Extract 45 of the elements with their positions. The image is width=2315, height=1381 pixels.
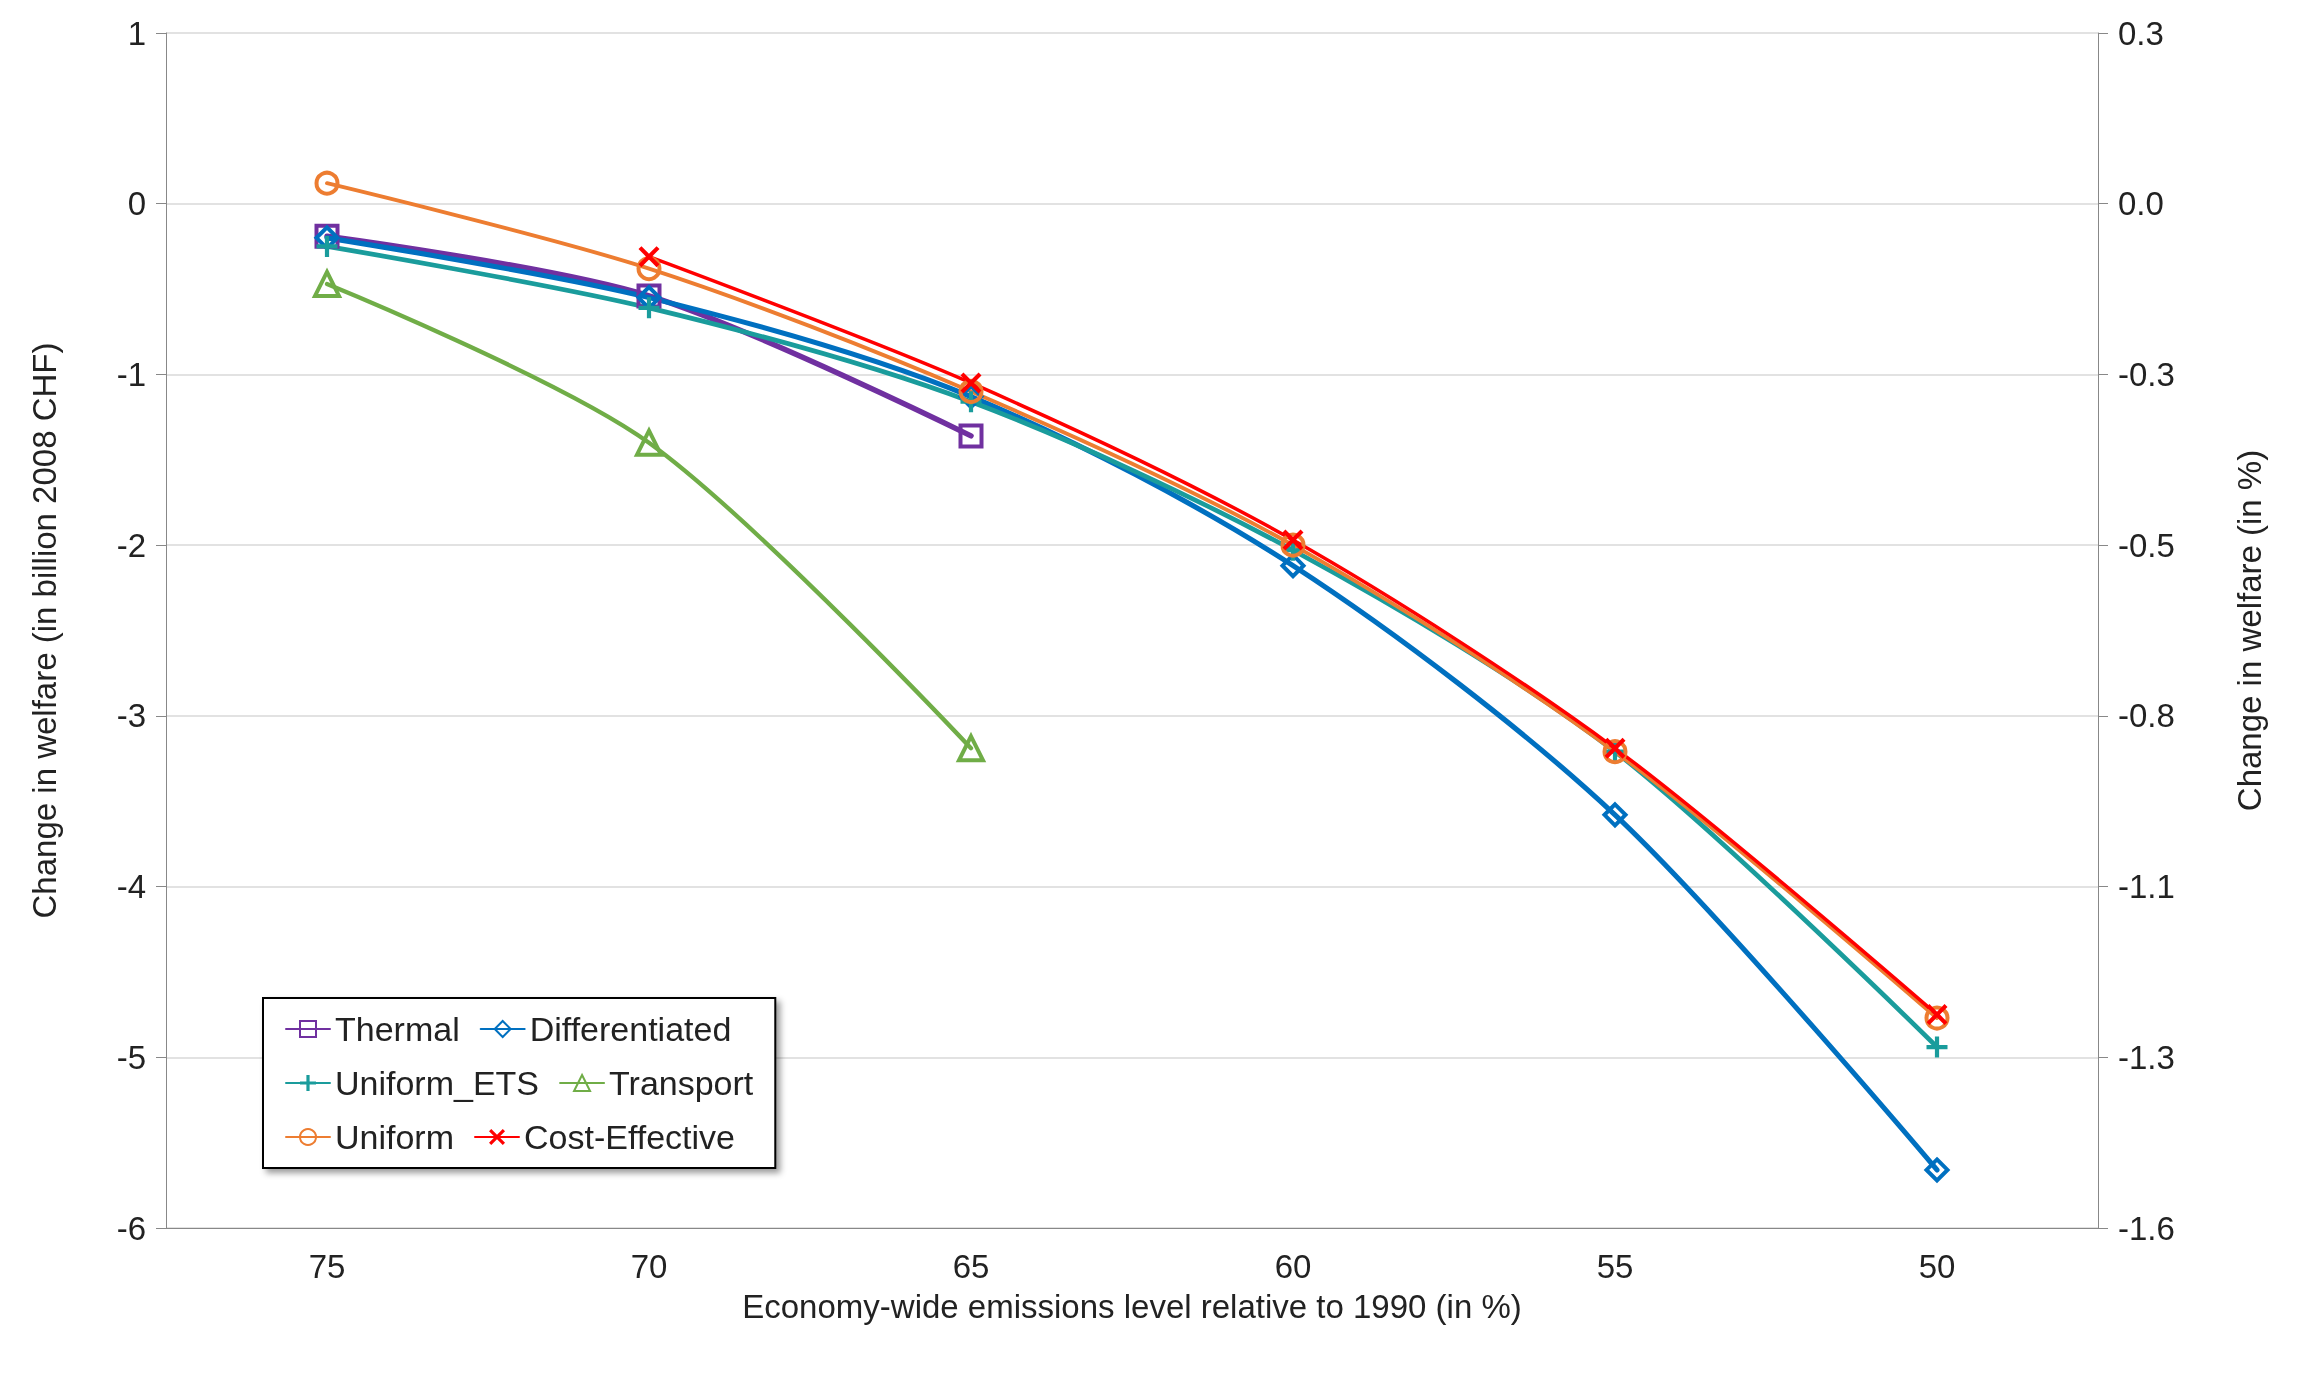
y-tick-label: -5 [116, 1038, 146, 1076]
x-tick-label: 50 [1918, 1248, 1956, 1285]
point [638, 297, 660, 319]
x-tick-label: 70 [630, 1248, 668, 1285]
y2-tick-label: -0.8 [2118, 697, 2175, 735]
y2-axis-title: Change in welfare (in %) [2231, 449, 2268, 812]
y2-tick-label: -1.6 [2118, 1209, 2175, 1247]
y2-tick-label: -0.5 [2118, 526, 2175, 564]
point [958, 423, 984, 449]
x-tick-label: 75 [308, 1248, 346, 1285]
point [1924, 1157, 1950, 1183]
y2-tick-label: -1.1 [2118, 868, 2175, 906]
point [1280, 532, 1306, 558]
y2-tick-label: 0.3 [2118, 14, 2164, 52]
y2-tick-label: -0.3 [2118, 355, 2175, 393]
point [1602, 802, 1628, 828]
point [636, 256, 662, 282]
y-axis-title: Change in welfare (in billion 2008 CHF) [26, 342, 63, 919]
x-tick-label: 65 [952, 1248, 990, 1285]
x-tick-label: 55 [1596, 1248, 1634, 1285]
y-tick-label: 0 [127, 185, 146, 223]
point [314, 170, 340, 196]
y-tick-label: -2 [116, 526, 146, 564]
y-tick-label: 1 [127, 14, 146, 52]
y-tick-label: -1 [116, 355, 146, 393]
point [633, 426, 664, 457]
legend-label: Differentiated [529, 1010, 732, 1048]
legend-label: Transport [609, 1064, 754, 1102]
y-tick-label: -6 [116, 1209, 146, 1247]
y-tick-label: -3 [116, 697, 146, 735]
y2-tick-label: 0.0 [2118, 185, 2164, 223]
legend-label: Cost-Effective [524, 1118, 736, 1156]
point [311, 267, 343, 298]
point [1926, 1004, 1948, 1026]
point [1926, 1036, 1948, 1058]
legend-label: Thermal [335, 1010, 460, 1048]
y-tick-label: -4 [116, 868, 146, 906]
point [638, 246, 660, 268]
legend-label: Uniform [335, 1118, 455, 1156]
y2-tick-label: -1.3 [2118, 1038, 2175, 1076]
point [1924, 1005, 1950, 1031]
x-tick-label: 60 [1274, 1248, 1312, 1285]
x-axis-title: Economy-wide emissions level relative to 1990 (in %) [742, 1288, 1522, 1325]
legend-label: Uniform_ETS [335, 1064, 540, 1102]
point [958, 379, 984, 404]
